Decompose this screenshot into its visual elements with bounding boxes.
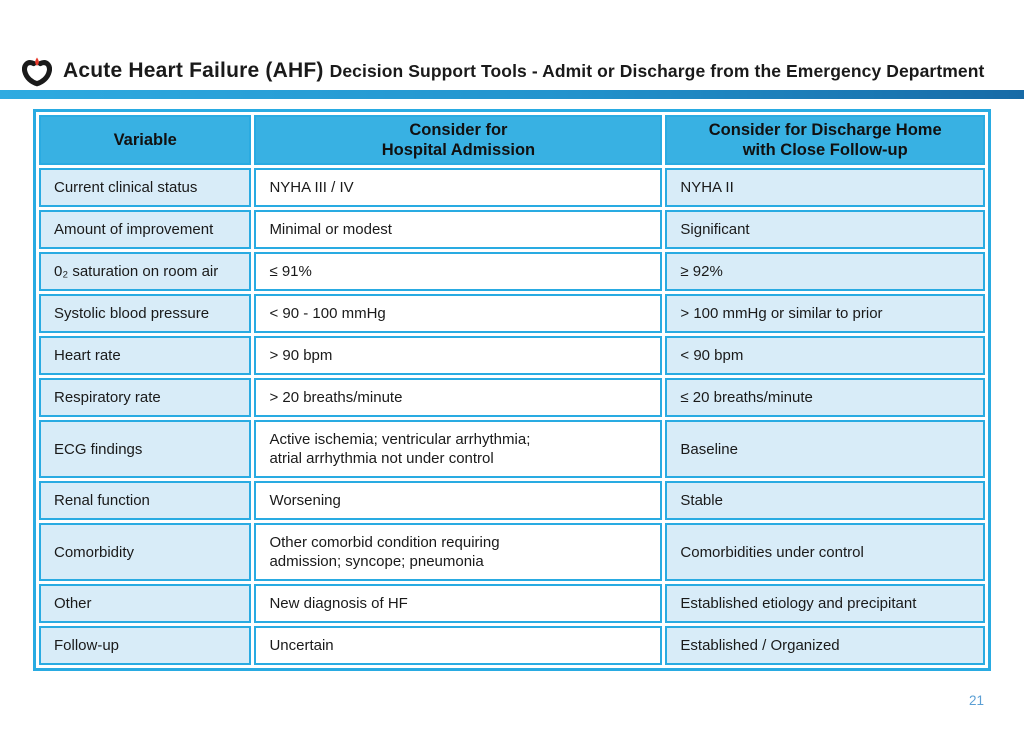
table-row: Respiratory rate > 20 breaths/minute ≤ 2… [39,378,985,417]
header-admission: Consider for Hospital Admission [254,115,663,165]
table-row: Systolic blood pressure < 90 - 100 mmHg … [39,294,985,333]
decision-table: Variable Consider for Hospital Admission… [33,109,991,671]
table-row: Current clinical status NYHA III / IV NY… [39,168,985,207]
admission-cell: Worsening [254,481,663,520]
header-variable: Variable [39,115,252,165]
table-row: Heart rate > 90 bpm < 90 bpm [39,336,985,375]
variable-cell: Respiratory rate [39,378,252,417]
discharge-cell: Stable [665,481,985,520]
title-primary: Acute Heart Failure (AHF) [63,59,330,82]
table-row: Amount of improvement Minimal or modest … [39,210,985,249]
admission-cell: Active ischemia; ventricular arrhythmia;… [254,420,663,478]
admission-cell: > 90 bpm [254,336,663,375]
heart-logo-icon [22,57,52,87]
table-row: 0₂ saturation on room air ≤ 91% ≥ 92% [39,252,985,291]
discharge-cell: Baseline [665,420,985,478]
variable-cell: 0₂ saturation on room air [39,252,252,291]
variable-cell: Amount of improvement [39,210,252,249]
variable-cell: Follow-up [39,626,252,665]
variable-cell: Renal function [39,481,252,520]
variable-cell: ECG findings [39,420,252,478]
page-title-text: Acute Heart Failure (AHF) Decision Suppo… [63,54,984,90]
admission-cell: Other comorbid condition requiring admis… [254,523,663,581]
discharge-cell: NYHA II [665,168,985,207]
admission-cell: NYHA III / IV [254,168,663,207]
table-row: Renal function Worsening Stable [39,481,985,520]
admission-cell: > 20 breaths/minute [254,378,663,417]
admission-cell: ≤ 91% [254,252,663,291]
variable-cell: Comorbidity [39,523,252,581]
discharge-cell: < 90 bpm [665,336,985,375]
variable-cell: Other [39,584,252,623]
discharge-cell: > 100 mmHg or similar to prior [665,294,985,333]
variable-cell: Current clinical status [39,168,252,207]
table-row: Follow-up Uncertain Established / Organi… [39,626,985,665]
page-title: Acute Heart Failure (AHF) Decision Suppo… [22,55,1024,89]
discharge-cell: Established / Organized [665,626,985,665]
table-row: Other New diagnosis of HF Established et… [39,584,985,623]
admission-cell: Minimal or modest [254,210,663,249]
decision-table-container: Variable Consider for Hospital Admission… [33,109,991,671]
title-underline-bar [0,90,1024,99]
table-row: Comorbidity Other comorbid condition req… [39,523,985,581]
table-row: ECG findings Active ischemia; ventricula… [39,420,985,478]
table-header-row: Variable Consider for Hospital Admission… [39,115,985,165]
admission-cell: New diagnosis of HF [254,584,663,623]
header-discharge: Consider for Discharge Home with Close F… [665,115,985,165]
discharge-cell: ≥ 92% [665,252,985,291]
admission-cell: < 90 - 100 mmHg [254,294,663,333]
variable-cell: Systolic blood pressure [39,294,252,333]
discharge-cell: Comorbidities under control [665,523,985,581]
page-number: 21 [968,693,984,708]
discharge-cell: ≤ 20 breaths/minute [665,378,985,417]
title-secondary: Decision Support Tools - Admit or Discha… [329,61,985,81]
admission-cell: Uncertain [254,626,663,665]
discharge-cell: Established etiology and precipitant [665,584,985,623]
discharge-cell: Significant [665,210,985,249]
variable-cell: Heart rate [39,336,252,375]
